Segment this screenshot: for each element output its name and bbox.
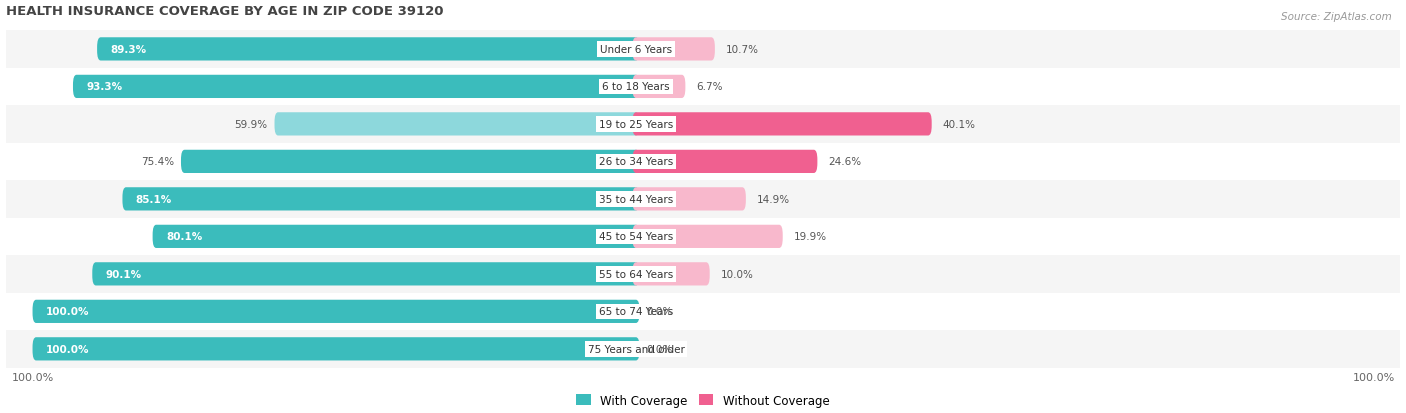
FancyBboxPatch shape <box>633 113 932 136</box>
Text: 100.0%: 100.0% <box>46 306 90 317</box>
FancyBboxPatch shape <box>32 300 640 323</box>
FancyBboxPatch shape <box>274 113 640 136</box>
Text: 85.1%: 85.1% <box>136 195 172 204</box>
Text: 35 to 44 Years: 35 to 44 Years <box>599 195 673 204</box>
Text: 19.9%: 19.9% <box>793 232 827 242</box>
Text: 6.7%: 6.7% <box>696 82 723 92</box>
Text: 19 to 25 Years: 19 to 25 Years <box>599 120 673 130</box>
Text: 93.3%: 93.3% <box>86 82 122 92</box>
Text: 26 to 34 Years: 26 to 34 Years <box>599 157 673 167</box>
Bar <box>6 218 1400 256</box>
Text: Under 6 Years: Under 6 Years <box>600 45 672 55</box>
Bar <box>6 106 1400 143</box>
Text: 45 to 54 Years: 45 to 54 Years <box>599 232 673 242</box>
Text: Source: ZipAtlas.com: Source: ZipAtlas.com <box>1281 12 1392 22</box>
Bar <box>6 69 1400 106</box>
FancyBboxPatch shape <box>32 337 640 361</box>
FancyBboxPatch shape <box>633 76 685 99</box>
Text: 24.6%: 24.6% <box>828 157 862 167</box>
FancyBboxPatch shape <box>633 225 783 248</box>
FancyBboxPatch shape <box>73 76 640 99</box>
FancyBboxPatch shape <box>97 38 640 62</box>
Legend: With Coverage, Without Coverage: With Coverage, Without Coverage <box>572 389 834 411</box>
Bar <box>6 256 1400 293</box>
Text: 6 to 18 Years: 6 to 18 Years <box>602 82 669 92</box>
Text: 100.0%: 100.0% <box>1353 372 1395 382</box>
Text: 89.3%: 89.3% <box>111 45 146 55</box>
Text: 55 to 64 Years: 55 to 64 Years <box>599 269 673 279</box>
Text: HEALTH INSURANCE COVERAGE BY AGE IN ZIP CODE 39120: HEALTH INSURANCE COVERAGE BY AGE IN ZIP … <box>6 5 443 18</box>
Bar <box>6 31 1400 69</box>
FancyBboxPatch shape <box>633 38 714 62</box>
Text: 75 Years and older: 75 Years and older <box>588 344 685 354</box>
Bar <box>6 143 1400 180</box>
Text: 10.0%: 10.0% <box>720 269 754 279</box>
FancyBboxPatch shape <box>93 263 640 286</box>
Text: 75.4%: 75.4% <box>141 157 174 167</box>
Text: 80.1%: 80.1% <box>166 232 202 242</box>
Text: 100.0%: 100.0% <box>46 344 90 354</box>
Text: 100.0%: 100.0% <box>11 372 53 382</box>
Bar <box>6 293 1400 330</box>
FancyBboxPatch shape <box>633 150 817 173</box>
Text: 10.7%: 10.7% <box>725 45 759 55</box>
Bar <box>6 180 1400 218</box>
Text: 0.0%: 0.0% <box>647 344 673 354</box>
FancyBboxPatch shape <box>633 263 710 286</box>
Text: 14.9%: 14.9% <box>756 195 790 204</box>
Text: 65 to 74 Years: 65 to 74 Years <box>599 306 673 317</box>
FancyBboxPatch shape <box>122 188 640 211</box>
Text: 59.9%: 59.9% <box>235 120 267 130</box>
Text: 40.1%: 40.1% <box>942 120 976 130</box>
Text: 0.0%: 0.0% <box>647 306 673 317</box>
Text: 90.1%: 90.1% <box>105 269 142 279</box>
FancyBboxPatch shape <box>153 225 640 248</box>
FancyBboxPatch shape <box>181 150 640 173</box>
FancyBboxPatch shape <box>633 188 745 211</box>
Bar <box>6 330 1400 368</box>
